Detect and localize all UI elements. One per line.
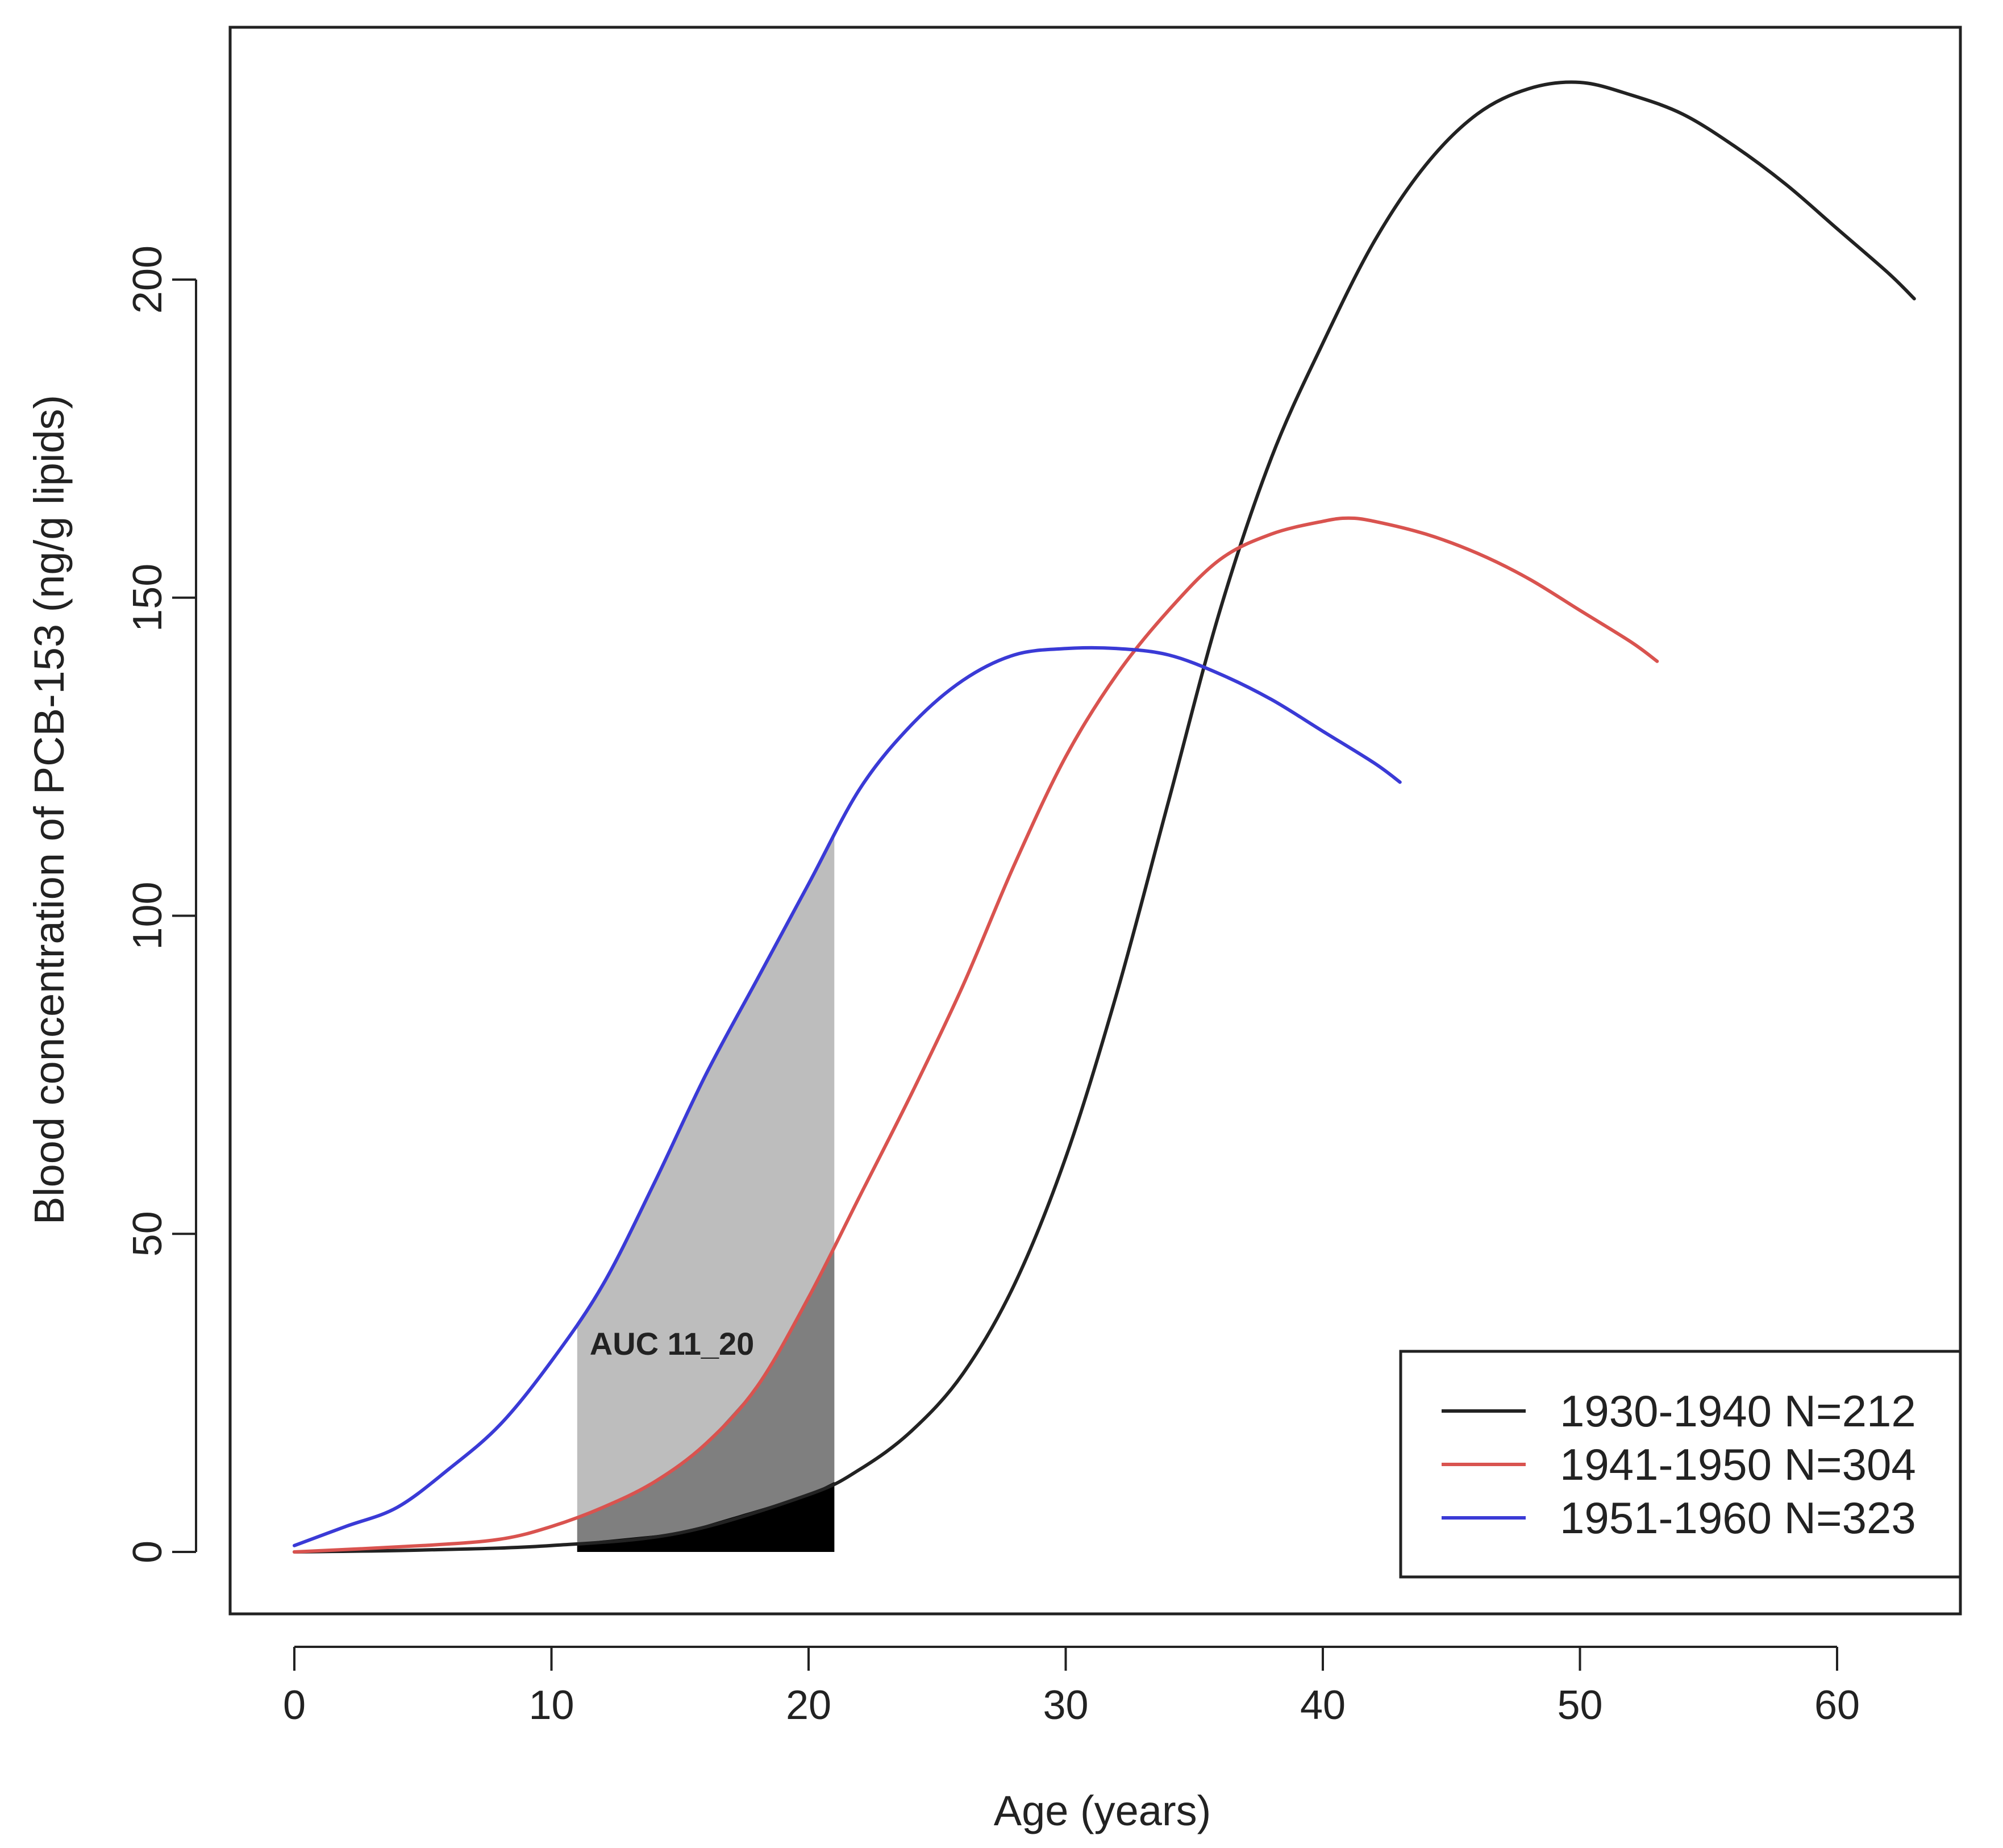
x-tick-label-10: 10	[528, 1683, 574, 1728]
auc-annotation: AUC 11_20	[590, 1326, 755, 1362]
x-tick-label-40: 40	[1300, 1683, 1346, 1728]
y-tick-label-200: 200	[125, 245, 170, 314]
auc-area-1941-1950	[577, 1246, 835, 1552]
data-series	[293, 80, 1916, 1554]
series-line-1941-1950	[293, 516, 1659, 1554]
y-tick-label-150: 150	[125, 564, 170, 632]
x-tick-label-30: 30	[1043, 1683, 1088, 1728]
legend-label-1951-1960: 1951-1960 N=323	[1560, 1493, 1916, 1543]
x-tick-label-0: 0	[283, 1683, 306, 1728]
x-axis-label: Age (years)	[994, 1787, 1211, 1834]
y-tick-label-50: 50	[125, 1211, 170, 1256]
y-axis-label: Blood concentration of PCB-153 (ng/g lip…	[26, 395, 73, 1225]
auc-area-1930-1940	[577, 1481, 835, 1552]
series-line-1930-1940	[293, 80, 1916, 1554]
annotations: AUC 11_20	[590, 1326, 755, 1362]
series-line-1951-1960	[293, 646, 1402, 1547]
legend-label-1941-1950: 1941-1950 N=304	[1560, 1439, 1916, 1489]
y-axis: 0 50 100 150 200	[125, 245, 197, 1563]
x-axis: 0 10 20 30 40 50 60	[283, 1646, 1860, 1728]
plot-frame	[228, 26, 1962, 1616]
legend: 1930-1940 N=212 1941-1950 N=304 1951-196…	[1399, 1350, 1962, 1579]
x-tick-label-50: 50	[1557, 1683, 1602, 1728]
y-tick-label-0: 0	[125, 1541, 170, 1563]
legend-label-1930-1940: 1930-1940 N=212	[1560, 1386, 1916, 1436]
x-tick-label-20: 20	[786, 1683, 831, 1728]
x-tick-label-60: 60	[1814, 1683, 1860, 1728]
auc-shaded-area	[577, 836, 835, 1552]
y-tick-label-100: 100	[125, 881, 170, 950]
